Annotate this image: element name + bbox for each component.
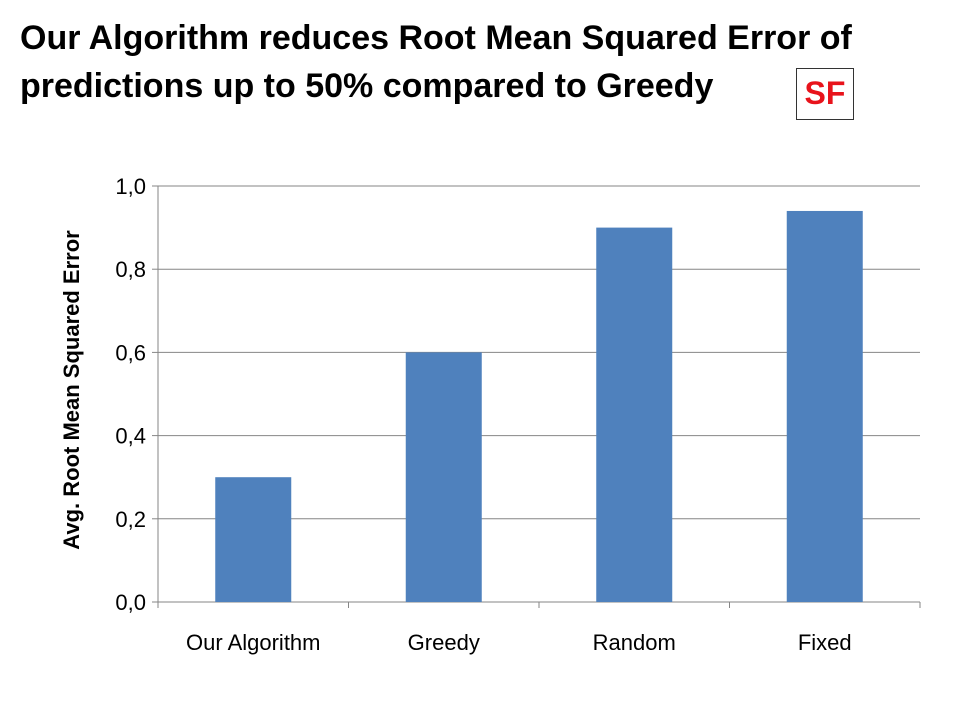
sf-tag: SF xyxy=(796,68,854,120)
y-tick-label: 0,0 xyxy=(115,590,146,615)
y-tick-label: 1,0 xyxy=(115,174,146,199)
bar xyxy=(786,210,863,602)
y-tick-label: 0,4 xyxy=(115,424,146,449)
x-tick-label: Our Algorithm xyxy=(186,630,321,655)
bar xyxy=(215,477,292,602)
x-tick-label: Fixed xyxy=(798,630,852,655)
x-tick-label: Greedy xyxy=(408,630,480,655)
bar xyxy=(405,352,482,602)
bar xyxy=(596,227,673,602)
x-tick-label: Random xyxy=(593,630,676,655)
y-tick-label: 0,6 xyxy=(115,340,146,365)
slide-title: Our Algorithm reduces Root Mean Squared … xyxy=(20,19,852,105)
y-tick-label: 0,8 xyxy=(115,257,146,282)
y-tick-label: 0,2 xyxy=(115,507,146,532)
